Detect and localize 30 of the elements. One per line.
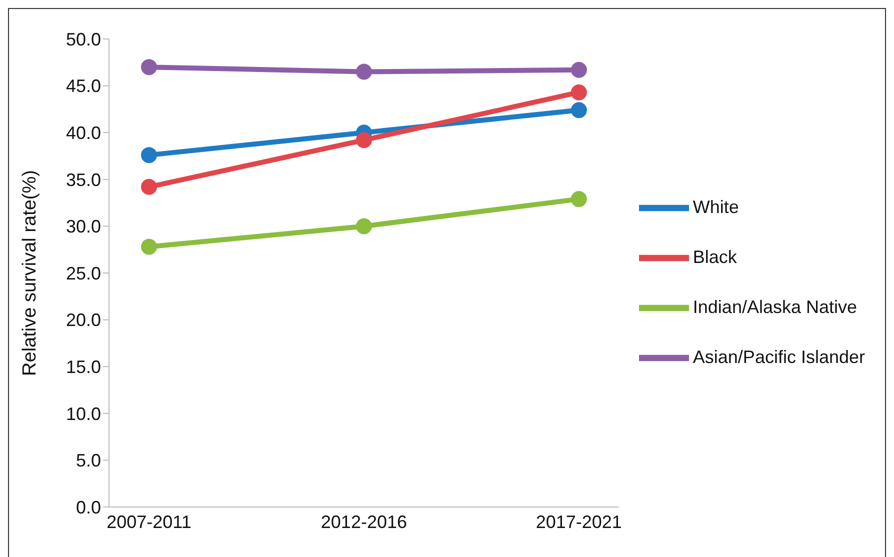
y-axis-title: Relative survival rate(%): [20, 170, 41, 376]
x-tick-label: 2017-2021: [536, 512, 622, 532]
point: [570, 62, 587, 78]
legend-label: White: [692, 196, 739, 217]
point: [356, 64, 372, 80]
y-tick-label: 30.0: [66, 216, 101, 237]
point: [141, 147, 157, 164]
y-tick-label: 0.0: [76, 497, 101, 518]
point: [356, 132, 372, 148]
y-tick-label: 45.0: [66, 76, 101, 96]
y-tick-label: 10.0: [66, 404, 101, 424]
point: [570, 102, 587, 118]
legend-label: Black: [692, 246, 737, 267]
y-tick-label: 50.0: [66, 29, 101, 50]
x-tick-label: 2007-2011: [106, 512, 192, 532]
point: [570, 191, 587, 208]
legend-label: Indian/Alaska Native: [692, 296, 857, 317]
point: [141, 59, 157, 76]
point: [141, 238, 157, 255]
legend-label: Asian/Pacific Islander: [692, 346, 865, 367]
point: [141, 178, 157, 195]
y-tick-label: 35.0: [66, 170, 101, 190]
y-tick-label: 20.0: [66, 310, 101, 330]
y-tick-label: 25.0: [66, 263, 101, 284]
y-tick-label: 5.0: [76, 450, 101, 471]
point: [356, 218, 372, 234]
y-tick-label: 15.0: [66, 356, 101, 377]
y-tick-label: 40.0: [66, 122, 101, 143]
x-tick-label: 2012-2016: [320, 512, 407, 532]
point: [570, 84, 587, 100]
